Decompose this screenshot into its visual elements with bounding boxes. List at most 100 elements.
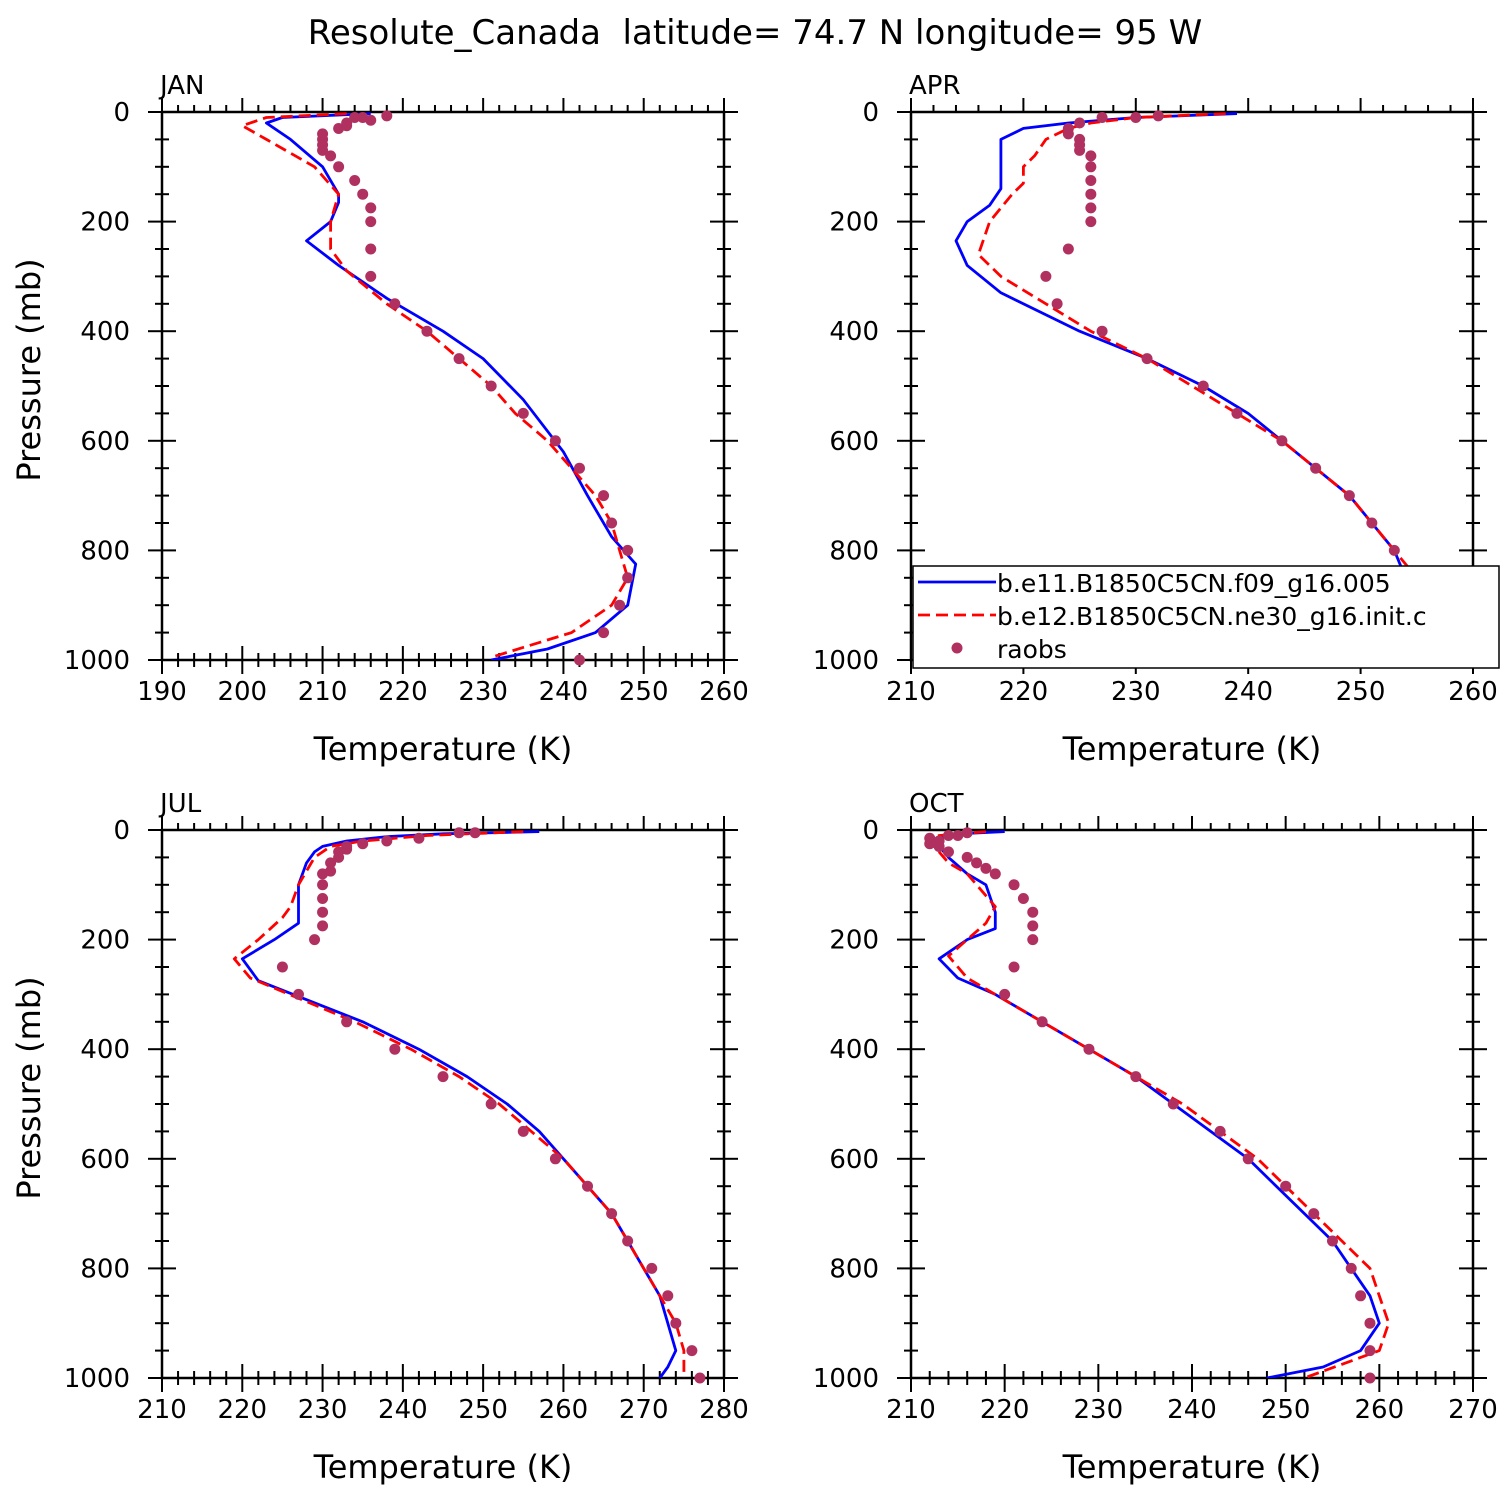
raobs-point	[1027, 920, 1039, 932]
x-tick-label: 270	[1448, 1395, 1498, 1425]
y-tick-label: 200	[829, 208, 879, 238]
panel-title: JAN	[158, 71, 204, 101]
raobs-point	[437, 1071, 449, 1083]
series-line-f09	[937, 830, 1381, 1378]
y-tick-label: 800	[80, 1254, 130, 1284]
raobs-point	[333, 851, 345, 863]
raobs-point	[1027, 906, 1039, 918]
raobs-point	[389, 298, 401, 310]
series-line-ne30	[240, 112, 630, 659]
raobs-point	[317, 920, 329, 932]
y-tick-label: 800	[829, 536, 879, 566]
y-tick-label: 800	[80, 536, 130, 566]
y-tick-label: 800	[829, 1254, 879, 1284]
raobs-point	[276, 961, 288, 973]
x-tick-label: 250	[1261, 1395, 1311, 1425]
raobs-point	[1242, 1153, 1254, 1165]
x-tick-label: 250	[619, 677, 669, 707]
raobs-point	[924, 838, 936, 850]
raobs-point	[1008, 961, 1020, 973]
raobs-point	[1074, 144, 1086, 156]
raobs-point	[325, 857, 337, 869]
raobs-point	[598, 627, 610, 639]
y-tick-label: 0	[862, 98, 879, 128]
raobs-point	[1355, 1290, 1367, 1302]
raobs-point	[389, 1043, 401, 1055]
raobs-point	[614, 599, 626, 611]
x-tick-label: 240	[378, 1395, 428, 1425]
x-axis-label: Temperature (K)	[1062, 730, 1322, 768]
raobs-point	[1085, 161, 1097, 173]
x-axis-label: Temperature (K)	[313, 1448, 573, 1486]
raobs-point	[1085, 175, 1097, 186]
x-tick-label: 260	[539, 1395, 589, 1425]
raobs-point	[365, 202, 377, 214]
y-tick-label: 0	[113, 816, 130, 846]
y-tick-label: 600	[829, 1145, 879, 1175]
raobs-point	[317, 144, 329, 156]
legend-label: b.e12.B1850C5CN.ne30_g16.init.c	[997, 602, 1427, 631]
x-tick-label: 220	[217, 1395, 267, 1425]
raobs-point	[1085, 150, 1097, 162]
y-axis-label: Pressure (mb)	[10, 976, 48, 1199]
raobs-point	[357, 838, 369, 850]
raobs-point	[1141, 353, 1153, 365]
y-tick-label: 600	[80, 1145, 130, 1175]
y-tick-label: 600	[829, 427, 879, 457]
y-tick-label: 400	[829, 317, 879, 347]
raobs-point	[333, 161, 345, 173]
raobs-point	[365, 243, 377, 255]
raobs-point	[1062, 128, 1074, 140]
raobs-point	[1017, 893, 1029, 904]
panel-oct: 210 220 230 240 250 260 270 0 200 400 600 800 1000 OC…	[813, 789, 1498, 1486]
raobs-point	[573, 654, 585, 666]
raobs-point	[1152, 110, 1164, 122]
raobs-point	[622, 572, 634, 584]
raobs-point	[1364, 1317, 1376, 1329]
raobs-point	[1231, 407, 1243, 419]
raobs-point	[317, 906, 329, 918]
raobs-point	[413, 832, 425, 844]
raobs-point	[309, 934, 321, 946]
x-tick-label: 210	[137, 1395, 187, 1425]
raobs-point	[622, 1235, 634, 1247]
raobs-point	[1343, 490, 1355, 502]
raobs-point	[349, 111, 361, 123]
raobs-point	[517, 1125, 529, 1137]
raobs-point	[662, 1290, 674, 1302]
x-tick-label: 220	[999, 677, 1049, 707]
figure-title: Resolute_Canada latitude= 74.7 N longitu…	[308, 13, 1202, 53]
panel-title: OCT	[909, 789, 964, 819]
y-tick-label: 1000	[64, 1364, 130, 1394]
raobs-point	[1364, 1372, 1376, 1384]
y-tick-label: 400	[80, 317, 130, 347]
legend-marker	[951, 642, 963, 654]
raobs-point	[292, 988, 304, 1000]
raobs-point	[421, 325, 433, 337]
raobs-point	[333, 122, 345, 134]
raobs-point	[381, 835, 393, 847]
raobs-point	[1276, 435, 1288, 447]
x-tick-label: 200	[217, 677, 267, 707]
raobs-point	[999, 988, 1011, 1000]
x-tick-label: 240	[1223, 677, 1273, 707]
raobs-point	[1364, 1345, 1376, 1357]
raobs-point	[989, 868, 1001, 880]
y-tick-label: 200	[80, 208, 130, 238]
y-tick-label: 400	[80, 1035, 130, 1065]
panel-title: APR	[909, 71, 961, 101]
x-tick-label: 250	[1336, 677, 1386, 707]
x-tick-label: 230	[1074, 1395, 1124, 1425]
raobs-point	[485, 1098, 497, 1110]
raobs-point	[325, 150, 337, 162]
plot-frame	[160, 110, 726, 662]
x-tick-label: 210	[886, 677, 936, 707]
panel-jul: 210 220 230 240 250 260 270 280 0 200 400 600 800 100…	[10, 789, 749, 1486]
legend-label: raobs	[997, 635, 1067, 664]
raobs-point	[469, 827, 481, 839]
legend-label: b.e11.B1850C5CN.f09_g16.005	[997, 569, 1391, 598]
raobs-point	[606, 517, 618, 529]
x-tick-label: 210	[886, 1395, 936, 1425]
raobs-point	[1310, 462, 1322, 474]
x-tick-label: 220	[980, 1395, 1030, 1425]
